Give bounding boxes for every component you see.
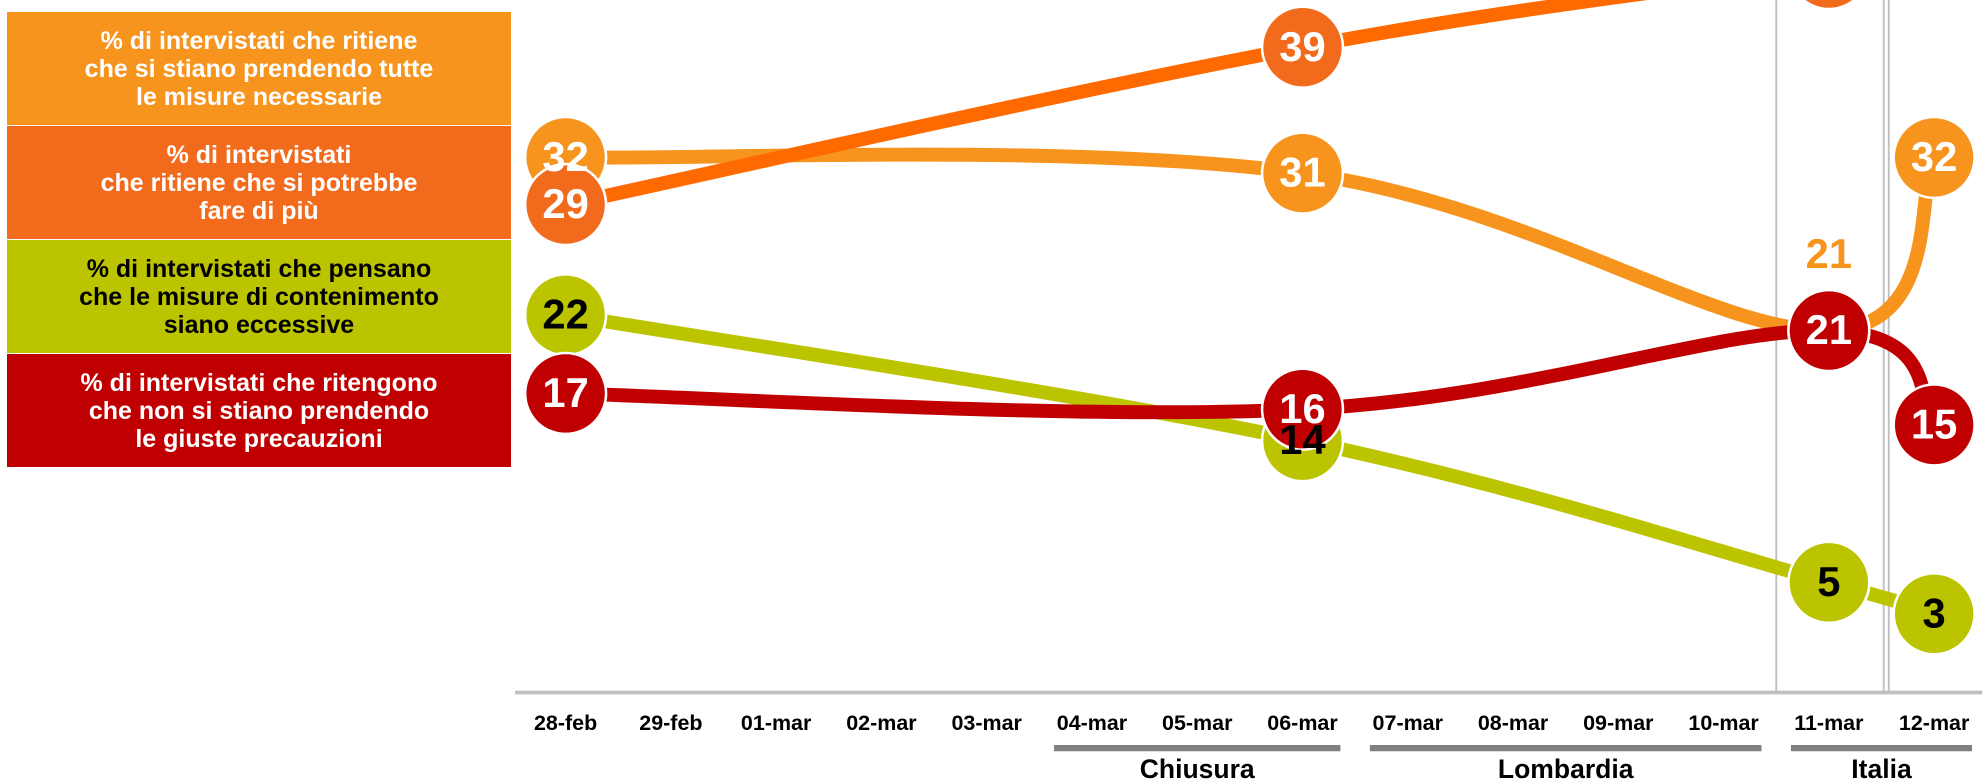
data-point — [1260, 5, 1345, 89]
x-tick-label: 04-mar — [1057, 711, 1128, 735]
series-line — [558, 0, 1648, 212]
x-tick-label: 28-feb — [534, 711, 597, 735]
annotation: Chiusurascuole — [1140, 754, 1255, 781]
legend-entry: % di intervistati che ritiene che si pot… — [7, 126, 511, 239]
x-tick-label: 11-mar — [1794, 711, 1864, 735]
data-label: 16 — [1279, 385, 1325, 432]
x-tick-label: 02-mar — [846, 711, 917, 735]
data-point — [1801, 0, 1857, 11]
data-point — [1260, 367, 1345, 451]
data-point — [1260, 131, 1345, 215]
x-tick-label: 10-mar — [1688, 711, 1759, 735]
data-label: 32 — [1911, 133, 1957, 180]
legend-entry: % di intervistati che pensano che le mis… — [7, 240, 511, 353]
x-tick-label: 01-mar — [741, 711, 812, 735]
legend-entry: % di intervistati che ritengono che non … — [7, 354, 511, 467]
data-label: 21 — [1806, 230, 1852, 277]
x-tick-label: 06-mar — [1267, 711, 1338, 735]
data-label: 31 — [1279, 149, 1325, 196]
x-tick-label: 12-mar — [1899, 711, 1970, 735]
x-tick-label: 07-mar — [1373, 711, 1444, 735]
data-point — [1892, 383, 1976, 467]
x-tick-label: 08-mar — [1478, 711, 1549, 735]
annotation-line: Lombardia — [1498, 754, 1634, 781]
data-point — [523, 162, 608, 247]
annotation: Lombardiazona rossa — [1496, 754, 1635, 781]
x-tick-label: 09-mar — [1583, 711, 1654, 735]
x-tick-label: 05-mar — [1162, 711, 1233, 735]
data-label: 29 — [542, 180, 588, 227]
data-point — [1787, 540, 1871, 625]
data-label: 5 — [1817, 558, 1840, 605]
series-line — [558, 147, 1942, 338]
data-label: 17 — [542, 369, 588, 416]
series-line — [558, 323, 1942, 432]
data-label: 39 — [1279, 23, 1325, 70]
x-tick-label: 29-feb — [639, 711, 702, 735]
data-label: 3 — [1923, 589, 1946, 636]
data-label: 22 — [542, 290, 588, 337]
data-point — [523, 351, 608, 436]
data-point — [1892, 572, 1976, 656]
data-label: 32 — [542, 133, 588, 180]
annotation-line: Chiusura — [1140, 754, 1255, 781]
data-label: 15 — [1911, 401, 1957, 448]
data-point — [1787, 288, 1871, 373]
legend-entry: % di intervistati che ritiene che si sti… — [7, 12, 511, 125]
data-label: 21 — [1806, 306, 1852, 353]
data-label: 14 — [1279, 416, 1325, 463]
annotation-line: Italia — [1851, 754, 1912, 781]
x-tick-label: 03-mar — [951, 711, 1022, 735]
data-point — [1892, 115, 1976, 200]
annotation: Italiazona rossa — [1812, 754, 1951, 781]
series-line — [558, 307, 1942, 621]
